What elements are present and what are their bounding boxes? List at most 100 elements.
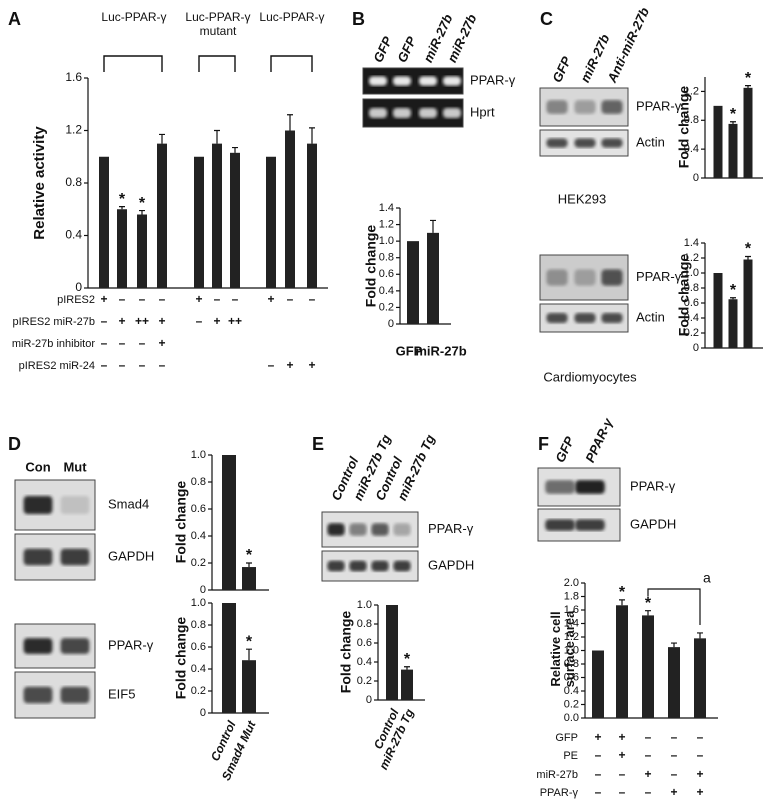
y-tick-label: 0.6 xyxy=(379,268,394,280)
condition-mark: – xyxy=(101,314,108,328)
blot-band xyxy=(443,107,461,119)
blot-band xyxy=(393,523,411,536)
blot-band xyxy=(371,560,389,572)
y-axis-label: Fold change xyxy=(173,617,189,700)
y-tick-label: 0.4 xyxy=(191,530,206,542)
y-axis-label: Fold change xyxy=(173,481,189,564)
y-tick-label: 1.0 xyxy=(379,235,394,247)
condition-mark: – xyxy=(645,748,652,762)
y-tick-label: 0.6 xyxy=(357,637,372,649)
y-tick-label: 0.2 xyxy=(379,301,394,313)
lane-label: GFP xyxy=(549,54,574,85)
condition-mark: + xyxy=(118,314,125,328)
blot-band xyxy=(327,560,345,572)
error-bar xyxy=(232,146,238,153)
condition-mark: – xyxy=(287,292,294,306)
y-tick-label: 0.6 xyxy=(191,503,206,515)
y-tick-label: 0.8 xyxy=(65,175,82,189)
y-tick-label: 0.4 xyxy=(684,312,699,324)
blot-band xyxy=(371,523,389,536)
y-tick-label: 0.4 xyxy=(564,685,579,697)
blot-band xyxy=(574,312,596,324)
blot-band xyxy=(575,519,605,531)
condition-mark: + xyxy=(618,748,625,762)
blot-band xyxy=(349,560,367,572)
blot-band xyxy=(23,638,53,654)
error-bar xyxy=(159,133,165,144)
y-axis-label: Fold change xyxy=(338,611,354,694)
y-tick-label: 1.2 xyxy=(684,252,699,264)
condition-mark: – xyxy=(196,314,203,328)
y-tick-label: 0.4 xyxy=(684,143,699,155)
y-tick-label: 1.0 xyxy=(357,599,372,611)
y-tick-label: 0 xyxy=(388,318,394,330)
condition-mark: ++ xyxy=(135,314,149,328)
condition-mark: – xyxy=(232,292,239,306)
y-axis-label: Fold change xyxy=(676,86,692,169)
bar xyxy=(222,603,236,713)
band-label: Smad4 xyxy=(108,496,149,511)
blot-band xyxy=(60,548,90,566)
band-label: GAPDH xyxy=(108,548,154,563)
condition-mark: – xyxy=(645,785,652,799)
significance-mark: * xyxy=(139,195,146,212)
bar xyxy=(194,156,204,288)
panel-letter: C xyxy=(540,9,553,29)
error-bar xyxy=(139,209,145,215)
condition-mark: + xyxy=(696,785,703,799)
y-axis-label: Fold change xyxy=(676,254,692,337)
condition-label: miR-27b inhibitor xyxy=(12,338,95,350)
lane-label: Anti-miR-27b xyxy=(604,5,652,86)
bar xyxy=(713,273,723,348)
condition-mark: + xyxy=(670,785,677,799)
condition-mark: – xyxy=(671,730,678,744)
blot-band xyxy=(23,548,53,566)
y-tick-label: 1.2 xyxy=(564,631,579,643)
panel-letter: F xyxy=(538,434,549,454)
y-tick-label: 0.8 xyxy=(564,658,579,670)
y-tick-label: 0.8 xyxy=(379,252,394,264)
significance-mark: * xyxy=(745,70,752,87)
blot-band xyxy=(545,519,575,531)
condition-mark: ++ xyxy=(228,314,242,328)
y-axis-label: Fold change xyxy=(363,225,379,308)
blot-band xyxy=(419,107,437,119)
blot-band xyxy=(546,138,568,148)
condition-mark: – xyxy=(645,730,652,744)
condition-mark: – xyxy=(139,358,146,372)
y-tick-label: 2.0 xyxy=(564,577,579,589)
lane-label: Mut xyxy=(63,459,87,474)
y-tick-label: 1.6 xyxy=(65,70,82,84)
condition-mark: + xyxy=(158,314,165,328)
error-bar xyxy=(697,632,703,639)
y-tick-label: 1.0 xyxy=(564,644,579,656)
y-tick-label: 1.0 xyxy=(191,597,206,609)
bar xyxy=(307,143,317,288)
error-bar xyxy=(287,114,293,131)
y-tick-label: 0.4 xyxy=(191,663,206,675)
group-title: Luc-PPAR-γ xyxy=(101,10,167,24)
y-tick-label: 1.4 xyxy=(684,237,699,249)
error-bar xyxy=(645,610,651,616)
band-label: PPAR-γ xyxy=(428,521,474,536)
condition-mark: – xyxy=(159,292,166,306)
error-bar xyxy=(730,121,736,124)
error-bar xyxy=(246,562,252,568)
bar xyxy=(407,241,419,324)
y-tick-label: 0.8 xyxy=(357,618,372,630)
bar xyxy=(694,638,706,718)
y-tick-label: 0 xyxy=(366,694,372,706)
condition-mark: – xyxy=(119,358,126,372)
condition-mark: – xyxy=(214,292,221,306)
y-tick-label: 0.0 xyxy=(564,712,579,724)
condition-mark: + xyxy=(696,767,703,781)
blot-band xyxy=(574,138,596,148)
lane-label: Con xyxy=(25,459,50,474)
y-tick-label: 1.6 xyxy=(564,604,579,616)
error-bar xyxy=(730,297,736,300)
band-label: PPAR-γ xyxy=(470,72,516,87)
error-bar xyxy=(619,599,625,606)
bar xyxy=(230,152,240,288)
